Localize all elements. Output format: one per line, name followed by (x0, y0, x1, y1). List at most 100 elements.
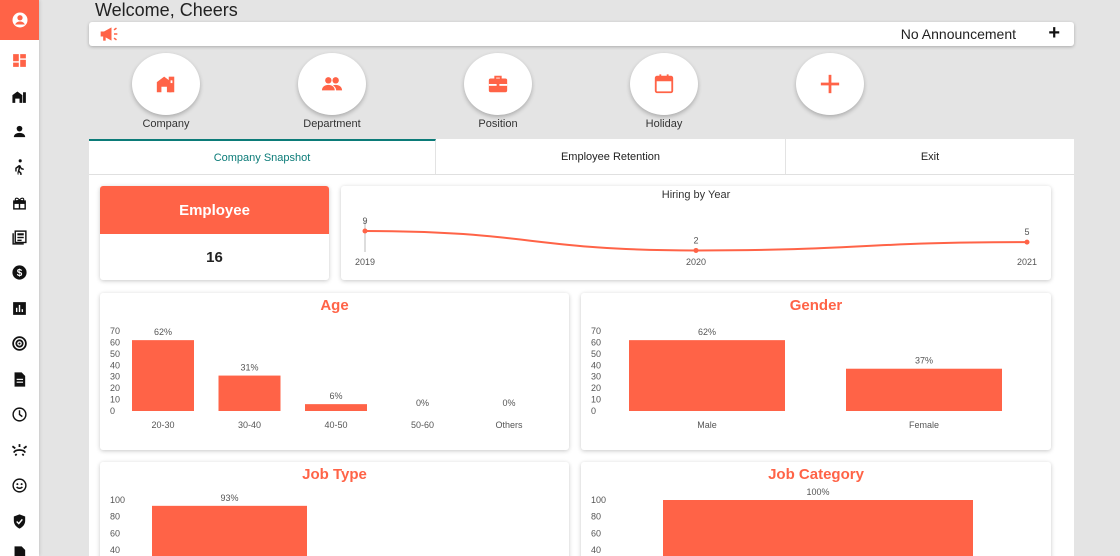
quick-action-circle[interactable] (132, 53, 200, 115)
data-label: 9 (362, 216, 367, 226)
smiley-icon[interactable] (9, 475, 29, 495)
data-point (1024, 239, 1030, 245)
data-label: 37% (915, 356, 933, 366)
y-tick-label: 30 (591, 372, 601, 382)
y-tick-label: 0 (591, 406, 596, 416)
quick-action-circle[interactable] (464, 53, 532, 115)
x-tick-label: Female (909, 420, 939, 430)
y-tick-label: 60 (110, 337, 120, 347)
data-label: 62% (698, 327, 716, 337)
shield-check-icon[interactable] (9, 511, 29, 531)
bar (305, 404, 367, 411)
x-tick-label: 2020 (686, 257, 706, 267)
hiring-chart-title: Hiring by Year (661, 189, 731, 201)
quick-action-company[interactable]: Company (111, 53, 221, 133)
people-icon (321, 77, 343, 91)
y-tick-label: 60 (110, 528, 120, 538)
quick-action-add[interactable] (775, 53, 885, 133)
report-icon[interactable] (9, 543, 29, 556)
svg-text:$: $ (16, 268, 22, 279)
company-icon (156, 76, 175, 93)
newspaper-icon[interactable] (9, 227, 29, 247)
person-icon[interactable] (9, 121, 29, 141)
tab-employee-retention[interactable]: Employee Retention (436, 139, 786, 174)
bar (846, 368, 1002, 411)
announcement-text: No Announcement (900, 26, 1016, 42)
profile-button[interactable] (0, 0, 39, 40)
y-tick-label: 20 (591, 383, 601, 393)
x-tick-label: 50-60 (411, 420, 434, 430)
plus-icon (820, 74, 840, 94)
y-tick-label: 80 (110, 512, 120, 522)
y-tick-label: 100 (110, 495, 125, 505)
quick-action-circle[interactable] (796, 53, 864, 115)
y-tick-label: 10 (110, 395, 120, 405)
y-tick-label: 60 (591, 337, 601, 347)
clock-icon[interactable] (9, 404, 29, 424)
dollar-icon[interactable]: $ (9, 262, 29, 282)
bar (132, 340, 194, 411)
data-label: 6% (329, 391, 342, 401)
y-tick-label: 50 (591, 349, 601, 359)
bar (152, 505, 307, 556)
x-tick-label: 30-40 (238, 420, 261, 430)
megaphone-icon (100, 27, 118, 41)
data-label: 5 (1024, 227, 1029, 237)
y-tick-label: 40 (110, 360, 120, 370)
bar-chart-icon[interactable] (9, 298, 29, 318)
calendar-icon (654, 74, 674, 94)
target-icon[interactable] (9, 333, 29, 353)
quick-action-circle[interactable] (630, 53, 698, 115)
y-tick-label: 50 (110, 349, 120, 359)
bar (218, 375, 281, 411)
quick-action-position[interactable]: Position (443, 53, 553, 133)
y-tick-label: 100 (591, 495, 606, 505)
welcome-message: Welcome, Cheers (95, 0, 238, 20)
y-tick-label: 20 (110, 383, 120, 393)
jobcat-chart-title: Job Category (768, 466, 864, 483)
document-icon[interactable] (9, 369, 29, 389)
employee-card: Employee 16 (100, 186, 329, 280)
y-tick-label: 70 (591, 326, 601, 336)
briefcase-icon (488, 75, 508, 93)
y-tick-label: 70 (110, 326, 120, 336)
walking-person-icon[interactable] (9, 156, 29, 176)
x-tick-label: Others (495, 420, 523, 430)
x-tick-label: 2019 (355, 257, 375, 267)
employee-count: 16 (206, 248, 223, 266)
y-tick-label: 30 (110, 372, 120, 382)
x-tick-label: 40-50 (324, 420, 347, 430)
y-tick-label: 80 (591, 512, 601, 522)
x-tick-label: 20-30 (151, 420, 174, 430)
data-label: 0% (416, 398, 429, 408)
dashboard-icon[interactable] (9, 50, 29, 70)
employee-card-title: Employee (100, 186, 329, 234)
quick-action-department[interactable]: Department (277, 53, 387, 133)
data-label: 62% (154, 327, 172, 337)
x-tick-label: Male (697, 420, 717, 430)
gender-card: Gender 0 10 20 30 40 50 60 70 62% Male 37% Female (581, 293, 1051, 450)
hiring-card: Hiring by Year 9 2019 2 2020 5 2021 (341, 186, 1051, 280)
y-tick-label: 0 (110, 406, 115, 416)
company-icon[interactable] (9, 86, 29, 106)
y-tick-label: 40 (110, 545, 120, 555)
gift-icon[interactable] (9, 192, 29, 212)
jobtype-chart: 40 60 80 100 93% (110, 493, 307, 556)
alarm-icon[interactable] (9, 440, 29, 460)
tab-exit[interactable]: Exit (920, 150, 940, 163)
quick-action-label: Holiday (645, 118, 683, 130)
age-chart-title: Age (320, 297, 349, 314)
y-tick-label: 60 (591, 528, 601, 538)
jobcat-card: Job Category 40 60 80 100 100% (581, 462, 1051, 556)
quick-action-holiday[interactable]: Holiday (609, 53, 719, 133)
jobtype-card: Job Type 40 60 80 100 93% (100, 462, 569, 556)
quick-action-circle[interactable] (298, 53, 366, 115)
tab-company-snapshot[interactable]: Company Snapshot (89, 139, 436, 174)
add-announcement-button[interactable]: + (1048, 22, 1060, 44)
x-tick-label: 2021 (1017, 257, 1037, 267)
hiring-chart: 9 2019 2 2020 5 2021 (355, 216, 1037, 267)
announcement-bar: No Announcement + (89, 22, 1074, 46)
data-label: 0% (502, 398, 515, 408)
